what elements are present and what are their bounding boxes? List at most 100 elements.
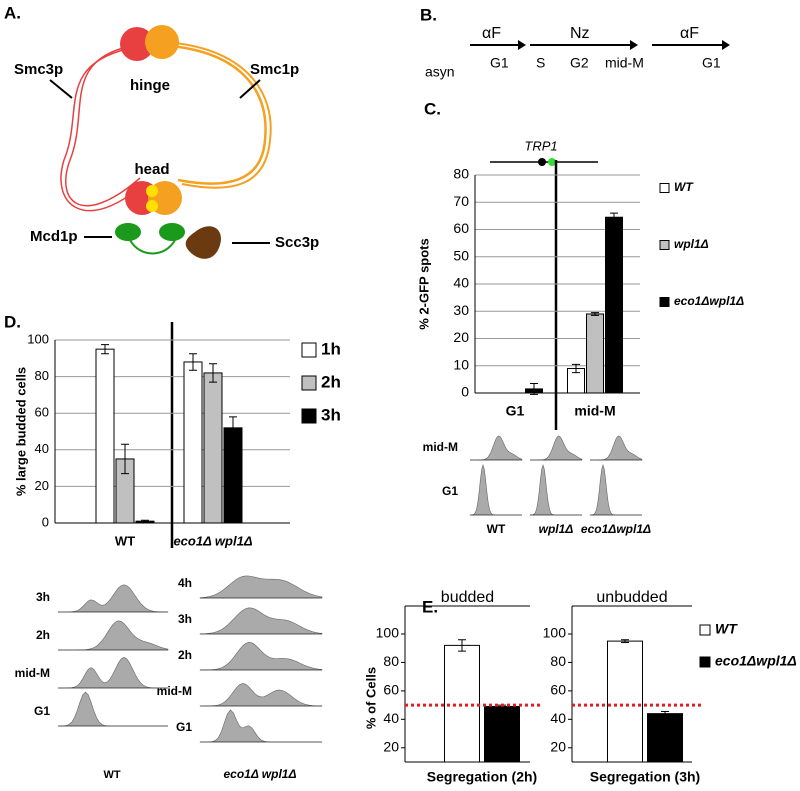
x-tick-label: Segregation (2h) [427,769,537,785]
legend-swatch [301,408,317,424]
legend-swatch [301,342,317,358]
y-tick-label: 100 [376,625,400,641]
label: Smc3p [14,61,63,78]
bar [647,713,683,763]
legend-label: 1h [321,339,341,358]
label: hinge [130,77,170,94]
legend-swatch [699,624,711,636]
chart-title: unbudded [596,589,667,606]
column-label: WT [103,769,120,781]
y-axis-label: % 2-GFP spots [416,238,431,330]
error-bar [209,363,217,383]
error-bar [591,312,599,316]
y-tick-label: 0 [42,514,49,529]
bar [183,361,203,524]
legend-label: WT [715,621,738,637]
legend-swatch [659,297,670,307]
stage: asyn [425,64,455,80]
arrow [239,79,261,99]
row-label: 3h [36,590,50,604]
arrow [49,79,73,99]
row-label: 3h [178,612,192,626]
y-axis-label: % of Cells [363,667,378,729]
histogram [57,657,168,689]
histogram [469,463,522,516]
atp [146,185,158,197]
y-tick-label: 20 [453,329,469,345]
histogram [590,435,643,461]
legend-label: 2h [321,372,341,391]
y-tick-label: 10 [453,356,469,372]
bar [203,372,223,524]
cohesin-diagram [49,25,272,259]
row-label: mid-M [423,440,458,454]
row-label: G1 [176,720,192,734]
error-bar [121,443,129,475]
error-bar [229,416,237,440]
y-tick-label: 20 [35,478,49,493]
stage: G1 [490,55,509,71]
histogram [529,463,582,516]
row-label: mid-M [157,684,192,698]
x-tick-label: WT [115,533,135,548]
legend-label: eco1Δwpl1Δ [674,294,744,308]
panel-label: B. [420,5,437,24]
hinge-smc1 [145,25,179,59]
histogram [199,641,323,671]
row-label: 2h [178,648,192,662]
stage: mid-M [605,55,644,71]
centromere [538,158,546,166]
legend-label: WT [674,180,694,194]
label: head [134,161,169,178]
y-tick-label: 50 [453,247,469,263]
column-label: eco1Δwpl1Δ [581,522,651,536]
legend-swatch [659,183,670,193]
arrowhead [722,40,730,50]
smc3-arm [60,47,147,212]
y-tick-label: 80 [383,653,399,669]
row-label: G1 [442,484,458,498]
error-bar [101,344,109,355]
error-bar [610,212,618,222]
error-bar [661,711,669,717]
histogram [58,584,169,613]
treatment: αF [680,25,699,42]
column-label: eco1Δ wpl1Δ [223,767,296,781]
mcd1-linker [129,239,176,255]
y-tick-label: 40 [35,441,49,456]
bar [223,427,243,524]
y-tick-label: 40 [453,275,469,291]
row-label: mid-M [15,666,50,680]
bar [586,313,604,394]
legend-label: eco1Δwpl1Δ [715,653,797,669]
y-tick-label: 60 [550,682,566,698]
error-bar [458,639,466,652]
y-tick-label: 40 [550,710,566,726]
y-tick-label: 0 [461,384,469,400]
panel-label: E. [422,597,438,616]
y-tick-label: 70 [453,193,469,209]
x-tick-label: eco1Δ wpl1Δ [173,533,252,548]
histogram [530,435,583,461]
column-label: WT [487,522,506,536]
arrowhead [518,40,526,50]
panel-label: A. [4,3,21,22]
y-tick-label: 30 [453,302,469,318]
gfp-locus [548,158,556,166]
error-bar [530,382,538,395]
row-label: 4h [178,576,192,590]
row-label: 2h [36,628,50,642]
histogram [470,435,523,461]
hinge-smc3 [120,27,154,61]
x-tick-label: G1 [506,403,525,419]
stage: S [536,55,545,71]
histogram [57,691,168,727]
error-bar [621,639,629,644]
y-tick-label: 100 [543,625,567,641]
y-tick-label: 80 [453,166,469,182]
x-tick-label: mid-M [574,403,615,419]
stage: G1 [702,55,721,71]
stage: G2 [570,55,589,71]
annotation: TRP1 [524,138,557,153]
